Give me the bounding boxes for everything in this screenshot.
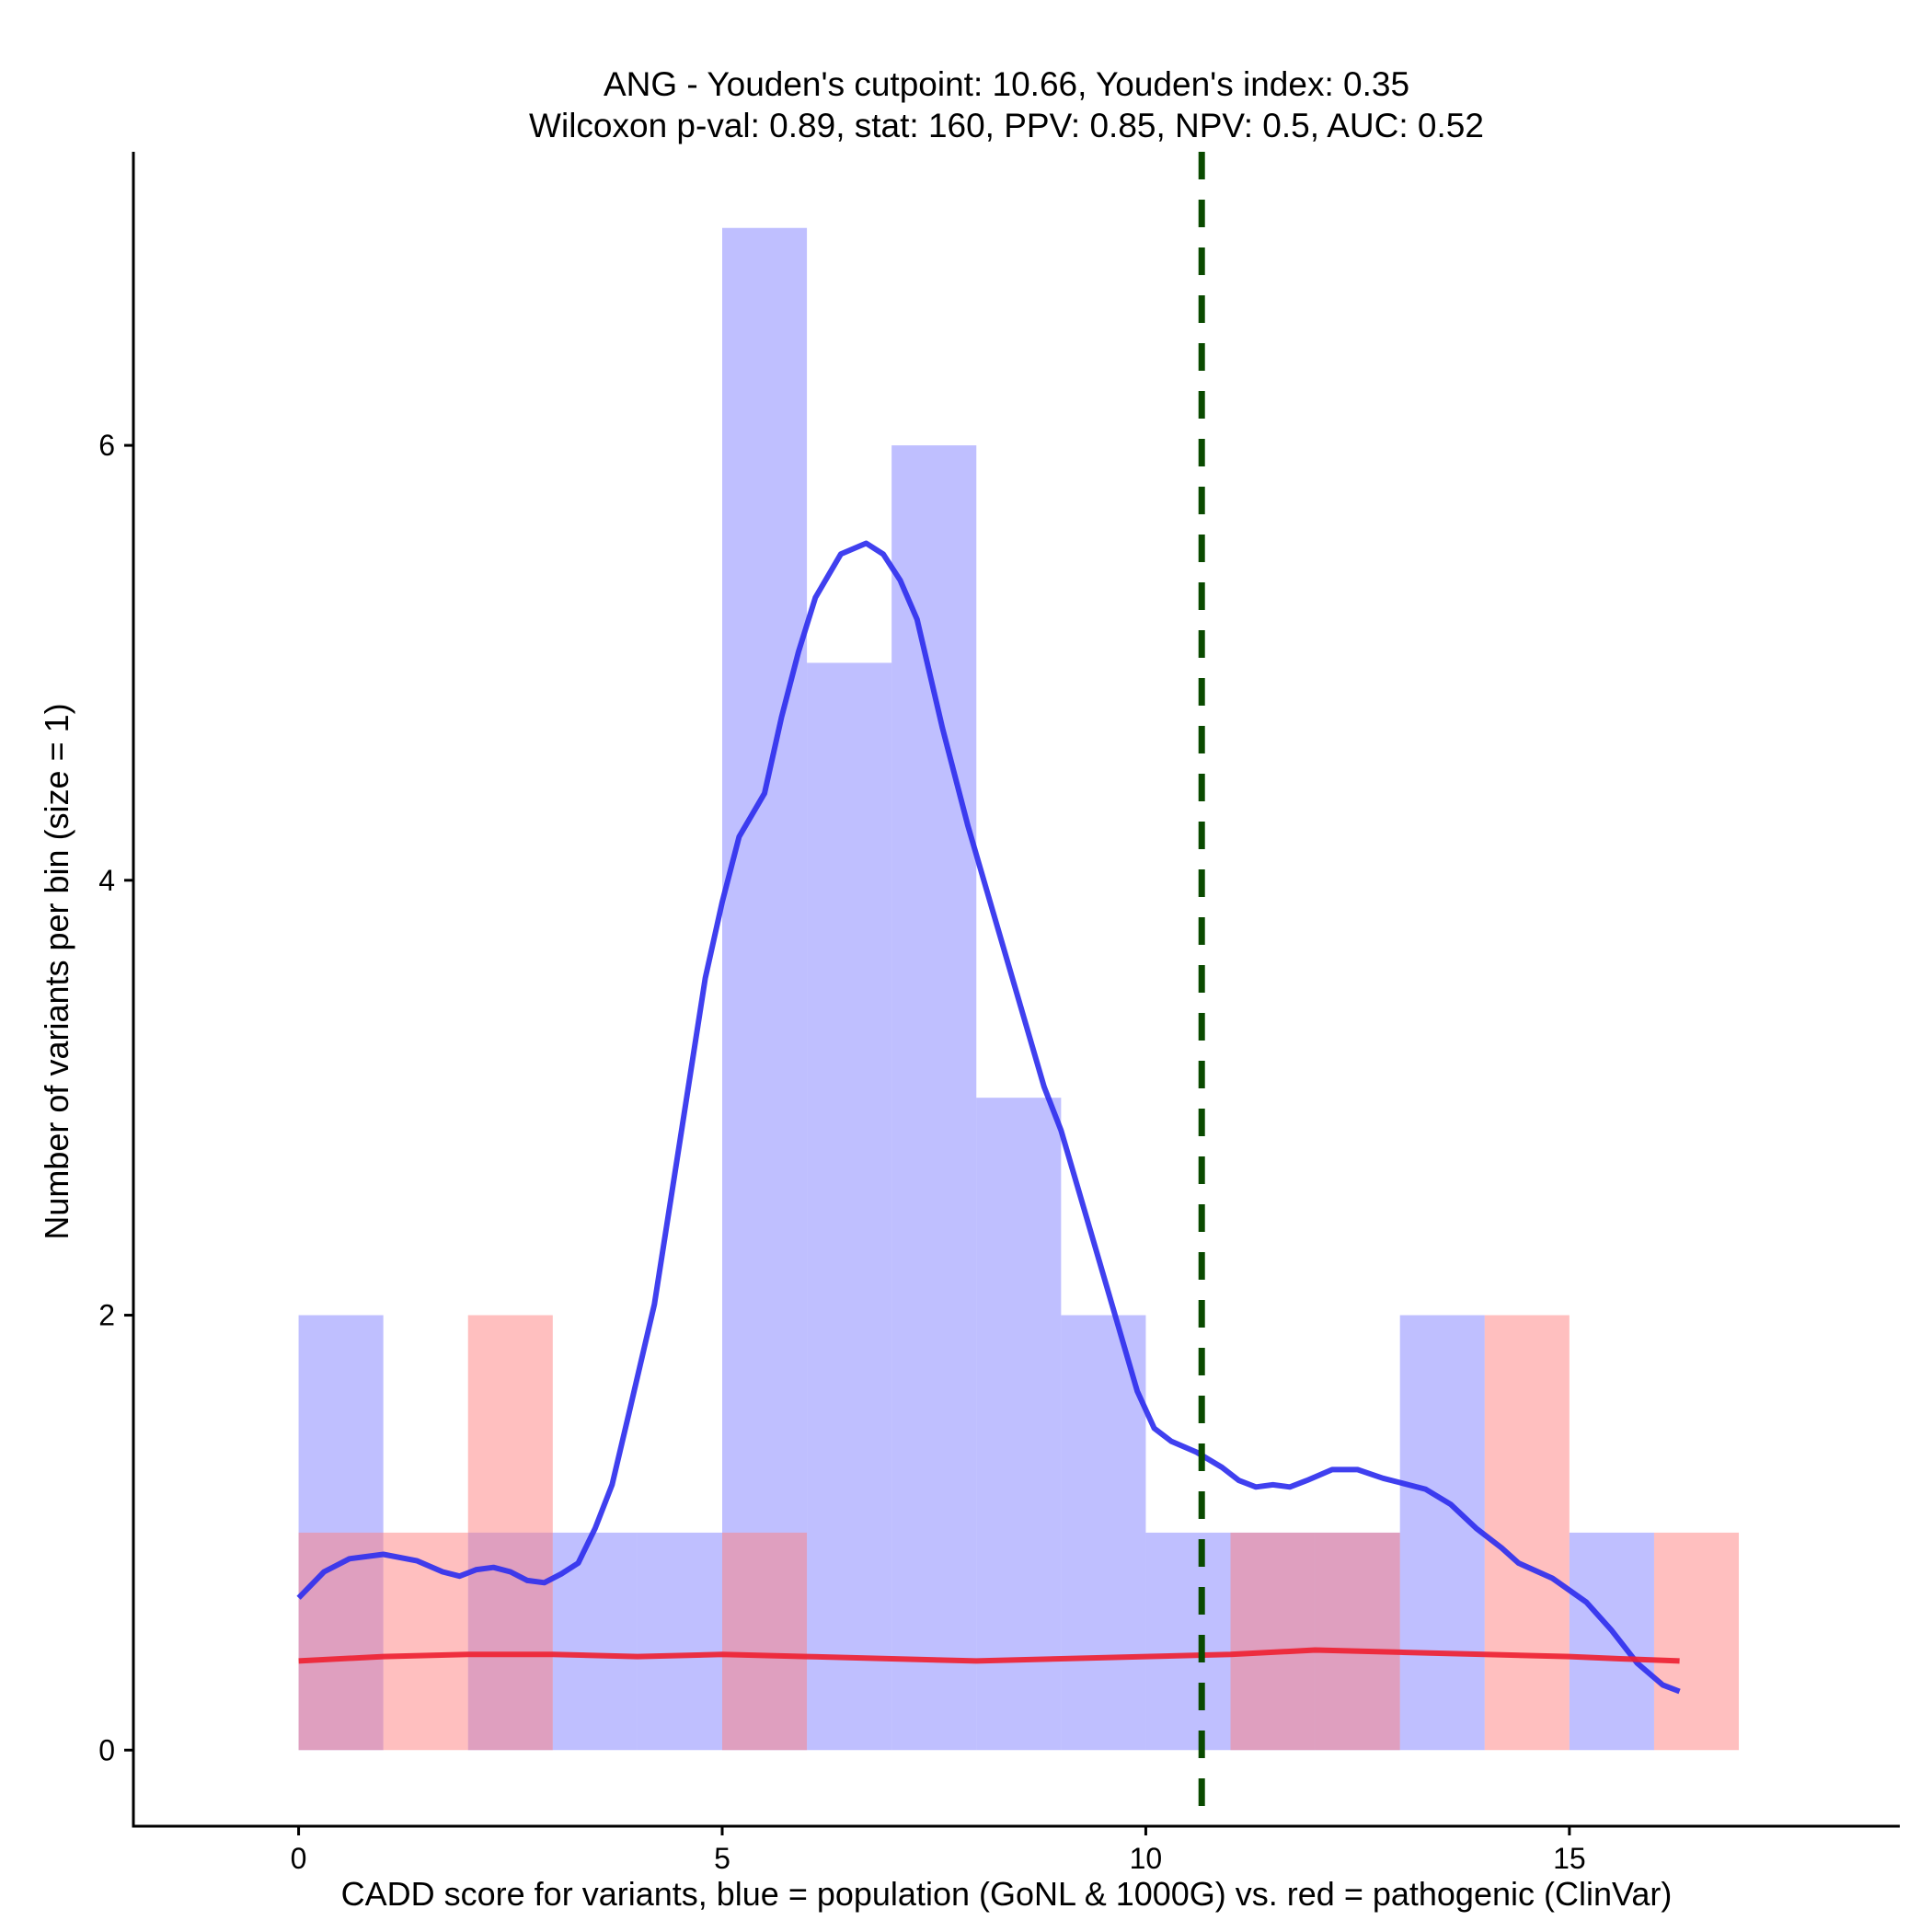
population-bar-8	[976, 1098, 1062, 1751]
x-axis-title: CADD score for variants, blue = populati…	[341, 1875, 1673, 1913]
tick-marks: 0 5 10 15 0 2 4 6	[98, 429, 1585, 1875]
x-tick-label-10: 10	[1130, 1842, 1163, 1875]
population-bar-4	[637, 1532, 722, 1751]
population-density-line	[296, 540, 1681, 1695]
population-bar-13	[1399, 1315, 1485, 1751]
pathogenic-bar-12	[1315, 1532, 1400, 1751]
pathogenic-bar-5	[722, 1532, 808, 1751]
x-tick-label-5: 5	[714, 1842, 730, 1875]
population-bar-9	[1061, 1315, 1146, 1751]
population-bar-6	[807, 662, 892, 1751]
pathogenic-bar-2	[467, 1315, 553, 1751]
population-bar-15	[1569, 1532, 1654, 1751]
y-axis-title: Number of variants per bin (size = 1)	[38, 703, 75, 1239]
population-bar-3	[552, 1532, 638, 1751]
pathogenic-density-line	[298, 1647, 1680, 1664]
density-curves	[296, 540, 1681, 1695]
pathogenic-bars	[298, 1315, 1740, 1751]
chart-title-line-2: Wilcoxon p-val: 0.89, stat: 160, PPV: 0.…	[529, 107, 1484, 144]
y-tick-label-4: 4	[98, 864, 115, 897]
y-tick-label-2: 2	[98, 1299, 115, 1332]
chart-title-line-1: ANG - Youden's cutpoint: 10.66, Youden's…	[604, 65, 1409, 103]
pathogenic-bar-14	[1484, 1315, 1570, 1751]
pathogenic-bar-16	[1653, 1532, 1740, 1751]
pathogenic-bar-11	[1230, 1532, 1316, 1751]
population-bar-5	[722, 227, 808, 1751]
pathogenic-bar-1	[383, 1532, 468, 1751]
x-tick-label-15: 15	[1553, 1842, 1586, 1875]
population-bar-7	[891, 445, 977, 1751]
pathogenic-bar-0	[298, 1532, 384, 1751]
axes	[132, 152, 1900, 1828]
population-bars	[298, 227, 1654, 1751]
y-tick-label-6: 6	[98, 429, 115, 462]
population-bar-10	[1145, 1532, 1231, 1751]
x-tick-label-0: 0	[291, 1842, 307, 1875]
y-tick-label-0: 0	[98, 1733, 115, 1766]
